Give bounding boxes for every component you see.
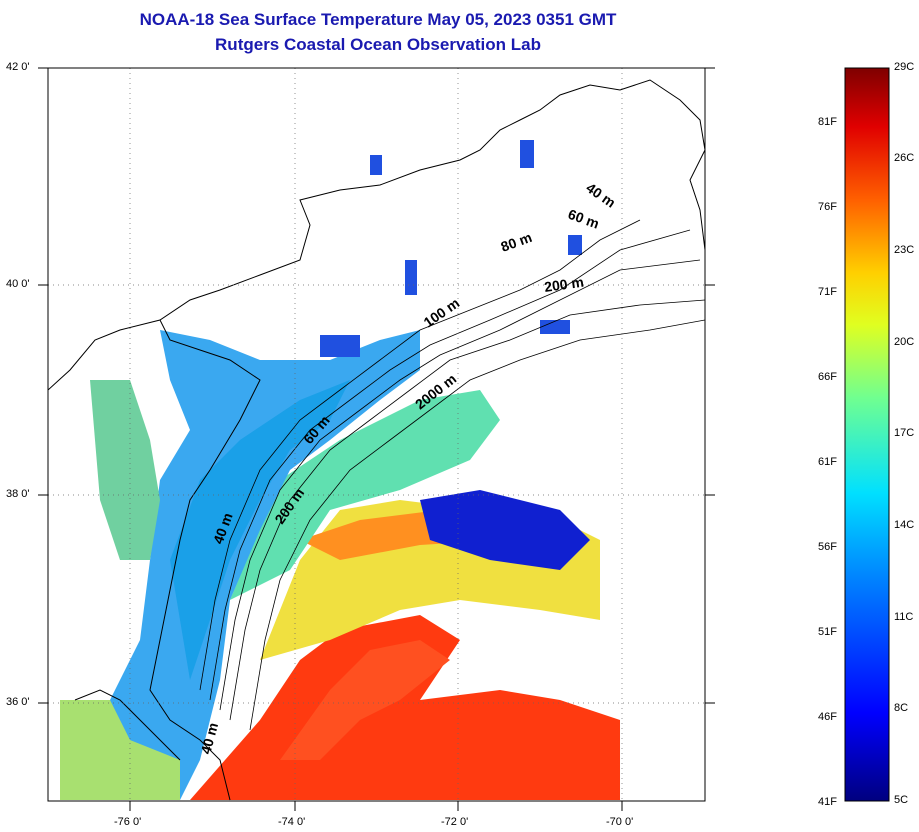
colorbar — [844, 67, 890, 802]
contour-label: 200 m — [543, 274, 585, 295]
colorbar-fahrenheit-label: 56F — [818, 541, 837, 553]
sst-bay-green — [90, 380, 160, 560]
colorbar-fahrenheit-label: 66F — [818, 371, 837, 383]
lat-label: 40 0' — [6, 278, 30, 290]
map-grid — [48, 68, 705, 801]
contour-2000m — [249, 319, 705, 731]
sst-patch — [405, 260, 417, 295]
lon-label: -72 0' — [441, 816, 469, 828]
lat-label: 36 0' — [6, 696, 30, 708]
sst-patch — [568, 235, 582, 255]
coastline — [48, 79, 705, 391]
contour-label: 80 m — [499, 229, 534, 255]
colorbar-fahrenheit-label: 81F — [818, 116, 837, 128]
sst-warm-region — [190, 615, 620, 800]
colorbar-celsius-label: 20C — [894, 336, 915, 348]
lat-label: 42 0' — [6, 61, 30, 73]
lon-label: -76 0' — [114, 816, 142, 828]
coastline-chesapeake — [74, 689, 181, 761]
colorbar-celsius-label: 29C — [894, 61, 915, 73]
map-subtitle: Rutgers Coastal Ocean Observation Lab — [215, 35, 541, 54]
colorbar-celsius-label: 11C — [894, 611, 914, 623]
sst-warm-patch — [280, 640, 450, 760]
colorbar-fahrenheit-label: 61F — [818, 456, 837, 468]
contour-label: 40 m — [583, 179, 618, 210]
sst-map-area — [48, 68, 705, 801]
colorbar-fahrenheit-label: 41F — [818, 796, 837, 808]
colorbar-fahrenheit-label: 46F — [818, 711, 837, 723]
colorbar-fahrenheit-label: 51F — [818, 626, 837, 638]
contour-200m — [229, 299, 705, 721]
contour-label: 40 m — [197, 721, 221, 756]
sst-patch — [520, 140, 534, 168]
sst-slope-water — [230, 390, 500, 600]
coastline-delaware — [149, 319, 261, 801]
contour-40m — [199, 219, 641, 691]
sst-shelf-inner — [170, 380, 350, 680]
contour-80m — [219, 259, 701, 711]
contour-label: 60 m — [566, 206, 601, 232]
sst-patch — [320, 335, 360, 357]
colorbar-celsius-label: 26C — [894, 152, 915, 164]
map-frame — [47, 67, 706, 802]
sst-cold-patch — [420, 490, 590, 570]
contour-60m — [209, 229, 691, 701]
sst-coastal-green — [60, 700, 180, 800]
map-title: NOAA-18 Sea Surface Temperature May 05, … — [139, 10, 617, 29]
colorbar-celsius-label: 23C — [894, 244, 915, 256]
lon-ticks — [129, 801, 623, 811]
contour-label: 100 m — [421, 295, 463, 331]
colorbar-celsius-label: 5C — [894, 794, 909, 806]
lon-label: -70 0' — [606, 816, 634, 828]
lat-ticks — [38, 67, 715, 704]
colorbar-fahrenheit-label: 76F — [818, 201, 837, 213]
colorbar-celsius-label: 17C — [894, 427, 915, 439]
sst-patch — [540, 320, 570, 334]
colorbar-fahrenheit-label: 71F — [818, 286, 837, 298]
sst-patch — [370, 155, 382, 175]
sst-shelf-water — [110, 330, 420, 800]
colorbar-celsius-label: 14C — [894, 519, 915, 531]
lat-label: 38 0' — [6, 488, 30, 500]
lon-label: -74 0' — [278, 816, 306, 828]
colorbar-celsius-label: 8C — [894, 702, 909, 714]
